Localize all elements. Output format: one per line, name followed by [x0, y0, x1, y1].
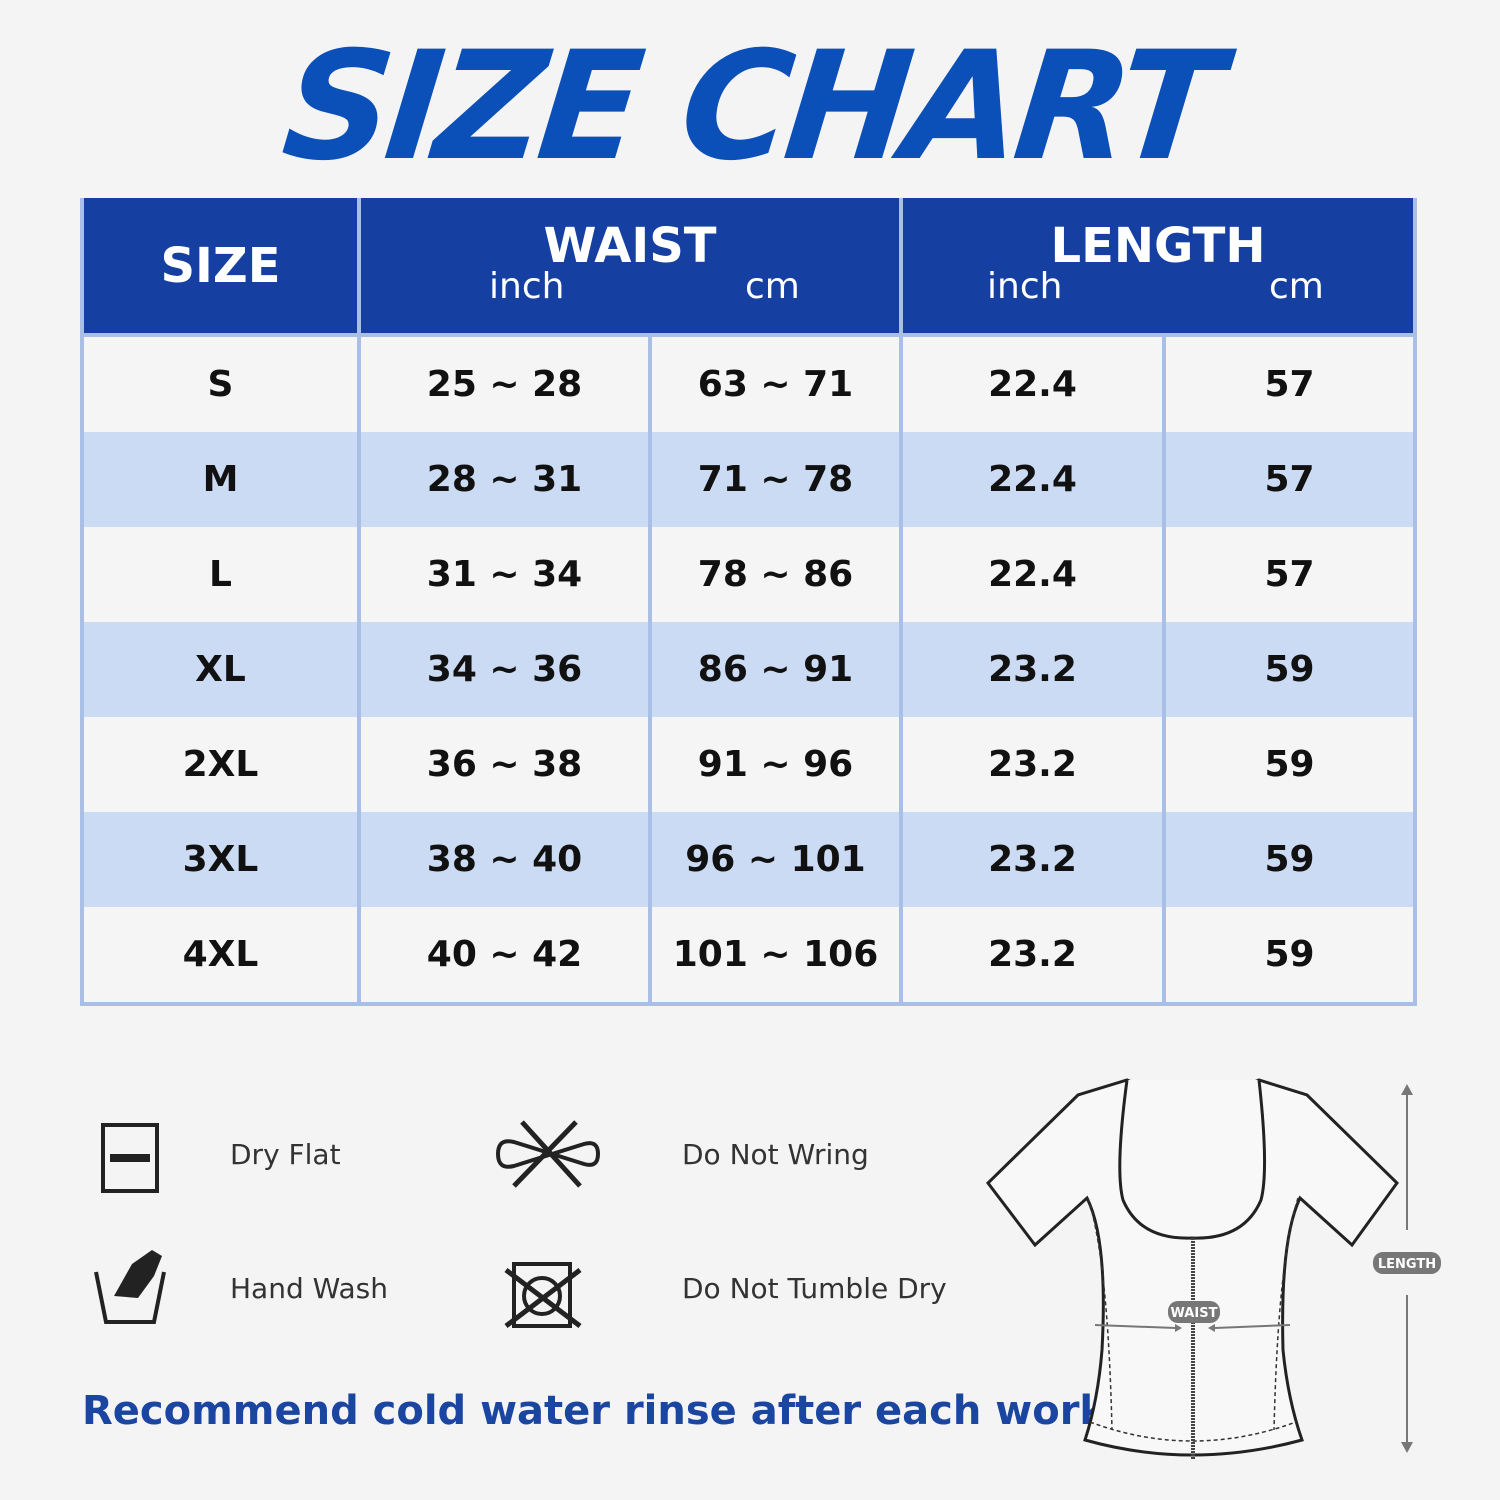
cell-length-inch: 23.2 — [899, 907, 1166, 1006]
cell-length-inch: 23.2 — [899, 717, 1166, 812]
cell-length-inch: 23.2 — [899, 812, 1166, 907]
table-row: 2XL 36 ~ 38 91 ~ 96 23.2 59 — [80, 717, 1417, 812]
care-label: Do Not Tumble Dry — [682, 1272, 947, 1305]
care-note: Recommend cold water rinse after each wo… — [82, 1388, 1196, 1434]
cell-size: 3XL — [80, 812, 361, 907]
garment-diagram: WAIST LENGTH — [986, 1078, 1441, 1460]
table-row: XL 34 ~ 36 86 ~ 91 23.2 59 — [80, 622, 1417, 717]
cell-length-cm: 59 — [1162, 622, 1417, 717]
table-row: S 25 ~ 28 63 ~ 71 22.4 57 — [80, 335, 1417, 432]
table-row: M 28 ~ 31 71 ~ 78 22.4 57 — [80, 432, 1417, 527]
waist-diagram-label: WAIST — [1171, 1306, 1218, 1321]
length-label: LENGTH — [1050, 218, 1266, 274]
cell-length-cm: 59 — [1162, 812, 1417, 907]
cell-waist-inch: 36 ~ 38 — [357, 717, 652, 812]
unit-cm: cm — [1269, 266, 1324, 307]
cell-length-cm: 57 — [1162, 527, 1417, 622]
cell-size: 2XL — [80, 717, 361, 812]
care-label: Do Not Wring — [682, 1138, 869, 1171]
cell-length-inch: 22.4 — [899, 432, 1166, 527]
cell-waist-cm: 91 ~ 96 — [648, 717, 903, 812]
cell-waist-inch: 25 ~ 28 — [357, 335, 652, 432]
unit-inch: inch — [489, 266, 565, 307]
cell-waist-inch: 40 ~ 42 — [357, 907, 652, 1006]
table-row: L 31 ~ 34 78 ~ 86 22.4 57 — [80, 527, 1417, 622]
hand-wash-icon — [94, 1250, 166, 1324]
cell-waist-inch: 38 ~ 40 — [357, 812, 652, 907]
cell-size: L — [80, 527, 361, 622]
waist-label: WAIST — [543, 218, 717, 274]
cell-length-cm: 57 — [1162, 335, 1417, 432]
care-label: Hand Wash — [230, 1272, 389, 1305]
cell-waist-inch: 28 ~ 31 — [357, 432, 652, 527]
cell-length-cm: 59 — [1162, 717, 1417, 812]
cell-size: S — [80, 335, 361, 432]
length-diagram-label: LENGTH — [1378, 1257, 1436, 1272]
unit-cm: cm — [745, 266, 800, 307]
care-label: Dry Flat — [230, 1138, 341, 1171]
size-table: SIZE WAIST inch cm LENGTH inch cm S 25 ~ … — [80, 198, 1417, 1006]
cell-length-cm: 59 — [1162, 907, 1417, 1006]
header-length: LENGTH inch cm — [899, 198, 1417, 337]
dry-flat-icon — [101, 1123, 159, 1193]
cell-length-inch: 22.4 — [899, 335, 1166, 432]
cell-length-inch: 23.2 — [899, 622, 1166, 717]
cell-waist-cm: 86 ~ 91 — [648, 622, 903, 717]
cell-waist-cm: 101 ~ 106 — [648, 907, 903, 1006]
cell-waist-cm: 71 ~ 78 — [648, 432, 903, 527]
header-waist: WAIST inch cm — [357, 198, 903, 337]
cell-waist-inch: 34 ~ 36 — [357, 622, 652, 717]
cell-length-inch: 22.4 — [899, 527, 1166, 622]
cell-waist-cm: 96 ~ 101 — [648, 812, 903, 907]
unit-inch: inch — [987, 266, 1063, 307]
cell-size: M — [80, 432, 361, 527]
cell-waist-cm: 78 ~ 86 — [648, 527, 903, 622]
do-not-tumble-dry-icon — [504, 1262, 582, 1328]
do-not-wring-icon — [495, 1120, 601, 1188]
cell-waist-inch: 31 ~ 34 — [357, 527, 652, 622]
cell-length-cm: 57 — [1162, 432, 1417, 527]
table-row: 3XL 38 ~ 40 96 ~ 101 23.2 59 — [80, 812, 1417, 907]
table-row: 4XL 40 ~ 42 101 ~ 106 23.2 59 — [80, 907, 1417, 1006]
cell-size: 4XL — [80, 907, 361, 1006]
cell-size: XL — [80, 622, 361, 717]
header-size: SIZE — [80, 198, 361, 337]
cell-waist-cm: 63 ~ 71 — [648, 335, 903, 432]
page-title: SIZE CHART — [275, 20, 1225, 194]
